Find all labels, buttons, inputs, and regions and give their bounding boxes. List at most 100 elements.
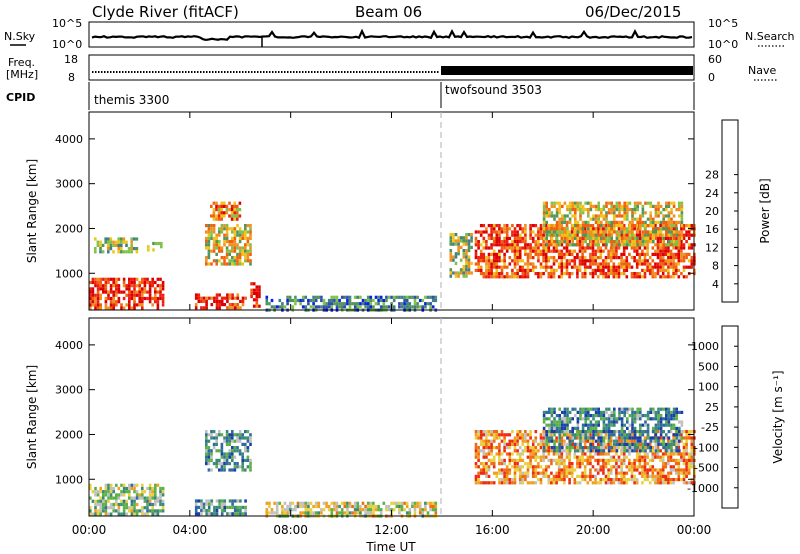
velocity-echo-cell [651,474,655,478]
power-echo-cell [589,204,593,208]
velocity-echo-cell [641,449,645,453]
power-echo-cell [205,306,208,310]
velocity-echo-cell [597,420,600,424]
velocity-echo-cell [544,471,548,475]
velocity-echo-cell [667,407,671,411]
power-echo-cell [568,252,571,256]
velocity-echo-cell [644,430,647,434]
power-echo-cell [210,227,213,231]
power-echo-cell [573,265,577,269]
power-echo-cell [539,224,543,228]
velocity-echo-cell [571,407,574,411]
velocity-echo-cell [669,471,673,475]
power-echo-cell [589,243,592,247]
power-echo-cell [542,259,545,263]
power-echo-cell [246,230,250,234]
power-echo-cell [664,275,668,279]
velocity-echo-cell [154,509,157,513]
velocity-echo-cell [613,414,616,418]
power-echo-cell [470,233,473,237]
power-echo-cell [236,224,239,228]
velocity-echo-cell [654,455,657,459]
power-echo-cell [654,208,658,212]
velocity-echo-cell [511,430,514,434]
power-echo-cell [207,240,211,244]
power-echo-cell [657,208,660,212]
velocity-echo-cell [268,504,271,509]
velocity-echo-cell [156,512,160,516]
power-echo-cell [226,299,229,303]
power-echo-cell [613,220,616,224]
power-echo-cell [649,201,652,205]
power-echo-cell [94,284,97,288]
power-echo-cell [654,236,658,240]
power-echo-cell [649,230,652,234]
power-echo-cell [107,243,110,247]
velocity-echo-cell [107,496,110,500]
velocity-echo-cell [612,446,616,450]
power-echo-cell [607,201,611,205]
power-echo-cell [617,275,621,279]
power-echo-cell [220,256,224,260]
power-echo-cell [607,230,611,234]
velocity-echo-cell [244,449,247,453]
power-echo-cell [589,240,593,244]
power-echo-cell [661,272,665,276]
power-echo-cell [552,249,556,253]
velocity-echo-cell [91,512,95,516]
power-echo-cell [586,259,590,263]
velocity-echo-cell [665,414,668,418]
power-echo-cell [202,299,206,303]
power-echo-cell [503,227,506,231]
power-echo-cell [133,293,136,297]
velocity-echo-cell [672,410,676,414]
power-echo-cell [652,204,655,208]
velocity-echo-cell [112,486,115,491]
power-echo-cell [120,240,123,244]
velocity-echo-cell [566,420,569,424]
velocity-echo-cell [680,468,683,472]
velocity-echo-cell [664,465,668,469]
velocity-echo-cell [148,486,152,491]
velocity-echo-cell [574,436,577,440]
power-echo-cell [677,256,681,260]
power-echo-cell [626,208,629,212]
velocity-echo-cell [560,436,564,440]
power-echo-cell [685,233,688,237]
power-echo-cell [534,249,538,253]
power-echo-cell [452,233,455,237]
power-echo-cell [485,275,488,279]
power-colorbar-tick-label: 4 [712,278,719,291]
power-echo-cell [566,243,569,247]
power-echo-cell [275,305,279,309]
power-echo-cell [487,252,491,256]
power-echo-cell [680,217,684,221]
power-echo-cell [555,201,559,205]
velocity-echo-cell [690,436,694,440]
velocity-echo-cell [558,426,561,430]
velocity-echo-cell [665,417,668,421]
velocity-echo-cell [513,446,517,450]
power-echo-cell [516,272,519,276]
velocity-echo-cell [584,417,587,421]
velocity-echo-cell [597,449,600,453]
velocity-echo-cell [636,446,639,450]
power-echo-cell [649,217,652,221]
velocity-echo-cell [615,478,618,482]
velocity-echo-cell [477,449,480,453]
velocity-echo-cell [434,504,438,509]
velocity-echo-cell [148,490,152,494]
power-echo-cell [662,220,665,224]
power-echo-cell [550,243,553,247]
power-echo-cell [550,256,553,260]
velocity-echo-cell [584,430,587,434]
velocity-echo-cell [474,481,478,485]
power-echo-cell [682,236,686,240]
velocity-echo-cell [244,468,247,472]
velocity-echo-cell [521,474,525,478]
power-echo-cell [529,243,532,247]
velocity-echo-cell [372,508,375,512]
velocity-echo-cell [518,430,522,434]
velocity-echo-cell [130,483,134,487]
nsky-panel-frame [88,21,695,48]
